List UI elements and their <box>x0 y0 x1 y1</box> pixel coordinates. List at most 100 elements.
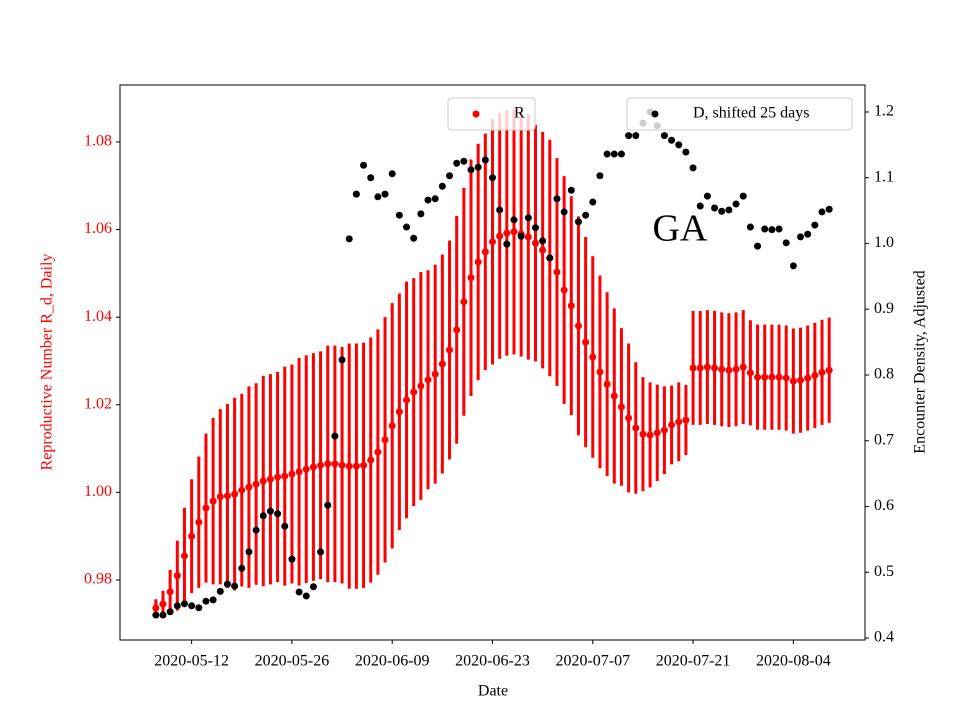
point <box>317 461 325 469</box>
point <box>567 302 575 310</box>
point <box>417 210 425 218</box>
point <box>818 368 826 376</box>
point <box>446 346 454 354</box>
point <box>582 338 590 346</box>
point <box>460 157 468 165</box>
point <box>195 604 203 612</box>
point <box>295 468 303 476</box>
point <box>360 161 368 169</box>
y-tick-label: 1.00 <box>84 483 112 500</box>
point <box>689 164 697 172</box>
point <box>761 373 769 381</box>
x-tick-label: 2020-06-23 <box>455 653 530 670</box>
point <box>216 493 224 501</box>
point <box>288 555 296 563</box>
point <box>539 246 547 254</box>
legend-marker <box>472 110 480 118</box>
point <box>159 600 167 608</box>
point <box>696 364 704 372</box>
point <box>711 204 719 212</box>
point <box>331 460 339 468</box>
point <box>761 225 769 233</box>
point <box>324 460 332 468</box>
x-axis-label: Date <box>478 683 508 700</box>
point <box>510 216 518 224</box>
point <box>718 365 726 373</box>
point <box>367 174 375 182</box>
point <box>668 136 676 144</box>
point <box>825 205 833 213</box>
x-tick-label: 2020-08-04 <box>756 653 831 670</box>
point <box>503 229 511 237</box>
point <box>238 564 246 572</box>
point <box>589 353 597 361</box>
point <box>560 208 568 216</box>
point <box>345 462 353 470</box>
point <box>574 322 582 330</box>
point <box>732 200 740 208</box>
legend-label: D, shifted 25 days <box>693 105 809 122</box>
point <box>381 190 389 198</box>
point <box>374 193 382 201</box>
point <box>711 364 719 372</box>
point <box>431 370 439 378</box>
point <box>625 414 633 422</box>
point <box>202 597 210 605</box>
point <box>202 504 210 512</box>
point <box>639 430 647 438</box>
point <box>209 596 217 604</box>
point <box>281 472 289 480</box>
y2-tick-label: 0.4 <box>874 629 894 646</box>
x-tick-label: 2020-05-26 <box>255 653 330 670</box>
point <box>467 274 475 282</box>
point <box>481 156 489 164</box>
point <box>668 421 676 429</box>
point <box>632 132 640 140</box>
point <box>804 374 812 382</box>
point <box>660 132 668 140</box>
point <box>574 218 582 226</box>
point <box>431 195 439 203</box>
legend-box <box>626 97 853 131</box>
y2-tick-label: 0.8 <box>874 366 894 383</box>
point <box>403 223 411 231</box>
point <box>223 580 231 588</box>
point <box>331 432 339 440</box>
point <box>596 172 604 180</box>
point <box>617 150 625 158</box>
point <box>352 190 360 198</box>
point <box>660 426 668 434</box>
point <box>266 475 274 483</box>
point <box>274 473 282 481</box>
point <box>553 195 561 203</box>
point <box>531 224 539 232</box>
point <box>703 192 711 200</box>
point <box>338 356 346 364</box>
y2-tick-label: 1.1 <box>874 168 894 185</box>
point <box>467 166 475 174</box>
point <box>696 202 704 210</box>
point <box>746 223 754 231</box>
point <box>797 376 805 384</box>
point <box>317 548 325 556</box>
point <box>252 526 260 534</box>
point <box>625 132 633 140</box>
point <box>768 373 776 381</box>
point <box>582 211 590 219</box>
point <box>453 326 461 334</box>
point <box>617 403 625 411</box>
point <box>252 480 260 488</box>
point <box>804 230 812 238</box>
point <box>324 501 332 509</box>
point <box>553 268 561 276</box>
y2-tick-label: 0.9 <box>874 300 894 317</box>
y2-tick-label: 0.6 <box>874 497 894 514</box>
legend-box <box>447 97 536 131</box>
point <box>245 483 253 491</box>
point <box>446 172 454 180</box>
point <box>489 238 496 246</box>
point <box>546 254 554 262</box>
point <box>725 366 733 374</box>
point <box>754 373 762 381</box>
